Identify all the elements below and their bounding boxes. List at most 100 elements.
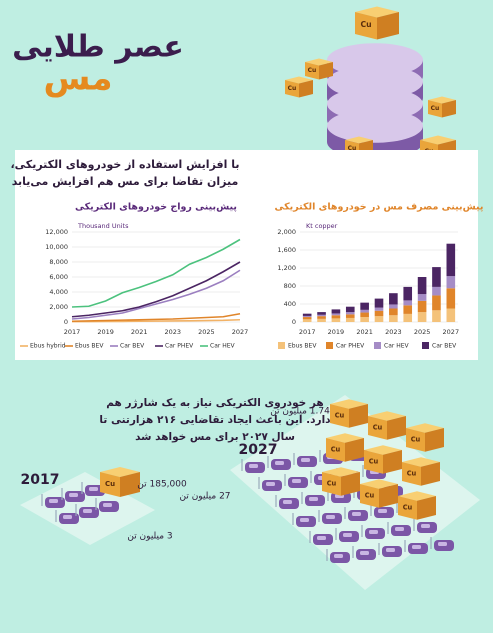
- cube-left: [355, 12, 377, 40]
- unit-label: Kt copper: [306, 222, 338, 230]
- bar-segment: [403, 313, 413, 322]
- chart-title: پیش‌بینی مصرف مس در خودروهای الکتریکی: [275, 202, 484, 213]
- bar-segment: [345, 312, 355, 315]
- car-window: [309, 497, 318, 501]
- bar-segment: [374, 310, 384, 317]
- legend-label: Ebus BEV: [288, 343, 317, 350]
- bar-segment: [302, 317, 312, 320]
- bar-segment: [331, 315, 341, 319]
- cube-label: Cu: [431, 105, 440, 112]
- x-tick-label: 2021: [131, 328, 148, 336]
- cube-label: Cu: [348, 145, 357, 152]
- car-window: [69, 493, 78, 497]
- copper-label: 185,000 تن: [137, 480, 187, 490]
- legend-label: Car BEV: [432, 343, 457, 350]
- y-tick-label: 1,200: [277, 264, 296, 272]
- x-tick-label: 2019: [328, 328, 345, 336]
- bar-segment: [374, 316, 384, 322]
- car-window: [334, 554, 343, 558]
- cube-right: [377, 12, 399, 40]
- line-series: [71, 261, 241, 318]
- car-window: [103, 503, 112, 507]
- bar-segment: [345, 314, 355, 318]
- car-window: [343, 533, 352, 537]
- car-window: [266, 482, 275, 486]
- cars-label: 3 میلیون تن: [127, 532, 172, 542]
- bar-segment: [389, 308, 398, 316]
- line-series: [71, 312, 241, 323]
- cube-left: [100, 472, 120, 497]
- cube-left: [406, 428, 425, 452]
- legend-swatch: [326, 342, 333, 349]
- cube-label: Cu: [308, 67, 317, 74]
- bar-segment: [417, 294, 427, 301]
- car-window: [438, 542, 447, 546]
- cube-label: Cu: [407, 469, 417, 477]
- car-window: [360, 551, 369, 555]
- cube-right: [417, 496, 436, 520]
- line-series: [71, 269, 241, 320]
- bar-segment: [360, 317, 369, 322]
- cube-label: Cu: [369, 457, 379, 465]
- bar-segment: [374, 307, 384, 311]
- bar-segment: [417, 277, 427, 295]
- x-tick-label: 2025: [198, 328, 215, 336]
- y-tick-label: 12,000: [45, 228, 68, 236]
- car-window: [386, 548, 395, 552]
- bar-segment: [446, 276, 456, 289]
- cube-label: Cu: [403, 503, 413, 511]
- cube-left: [326, 438, 345, 462]
- year-label: 2027: [239, 442, 278, 458]
- car-window: [378, 509, 387, 513]
- bar-segment: [389, 304, 398, 309]
- charging-text: سال ۲۰۲۷ برای مس خواهد شد: [135, 431, 295, 443]
- intro-line: با افزایش استفاده از خودروهای الکتریکی،: [11, 158, 240, 171]
- y-tick-label: 2,000: [49, 303, 68, 311]
- y-tick-label: 0: [64, 318, 68, 326]
- legend-swatch: [374, 342, 381, 349]
- cube-right: [349, 404, 368, 428]
- car-window: [63, 515, 72, 519]
- platform: [230, 395, 480, 590]
- bar-segment: [446, 243, 456, 277]
- bar-segment: [317, 312, 326, 315]
- car-window: [317, 536, 326, 540]
- car-window: [292, 479, 301, 483]
- cube-left: [364, 450, 383, 474]
- bar-segment: [432, 310, 441, 322]
- bar-segment: [432, 267, 441, 287]
- bar-segment: [317, 314, 326, 317]
- legend-swatch: [422, 342, 429, 349]
- y-tick-label: 0: [292, 318, 296, 326]
- y-tick-label: 8,000: [49, 258, 68, 266]
- car-window: [283, 500, 292, 504]
- cube-left: [428, 100, 442, 118]
- car-window: [326, 515, 335, 519]
- charging-text: هر خودروی الکتریکی نیاز به یک شارژر هم: [106, 397, 323, 409]
- car-window: [49, 499, 58, 503]
- bar-segment: [403, 300, 413, 306]
- bar-segment: [331, 318, 341, 322]
- car-window: [412, 545, 421, 549]
- bar-segment: [389, 315, 398, 322]
- x-tick-label: 2017: [299, 328, 316, 336]
- cube-right: [383, 450, 402, 474]
- y-tick-label: 10,000: [45, 243, 68, 251]
- cube-label: Cu: [331, 445, 341, 453]
- bar-segment: [374, 298, 384, 308]
- chart-card: [15, 150, 478, 360]
- title: عصر طلایی: [12, 30, 184, 65]
- bar-segment: [446, 308, 456, 322]
- cube-right: [299, 80, 313, 98]
- bar-segment: [417, 312, 427, 322]
- cars-label: 27 میلیون تن: [179, 492, 230, 502]
- cube-left: [398, 496, 417, 520]
- line-series: [71, 318, 241, 323]
- car-window: [395, 527, 404, 531]
- cylinder-top: [327, 109, 423, 143]
- cube-label: Cu: [327, 479, 337, 487]
- chart-title: پیش‌بینی رواج خودروهای الکتریکی: [75, 202, 237, 213]
- bar-segment: [432, 286, 441, 296]
- x-tick-label: 2021: [356, 328, 373, 336]
